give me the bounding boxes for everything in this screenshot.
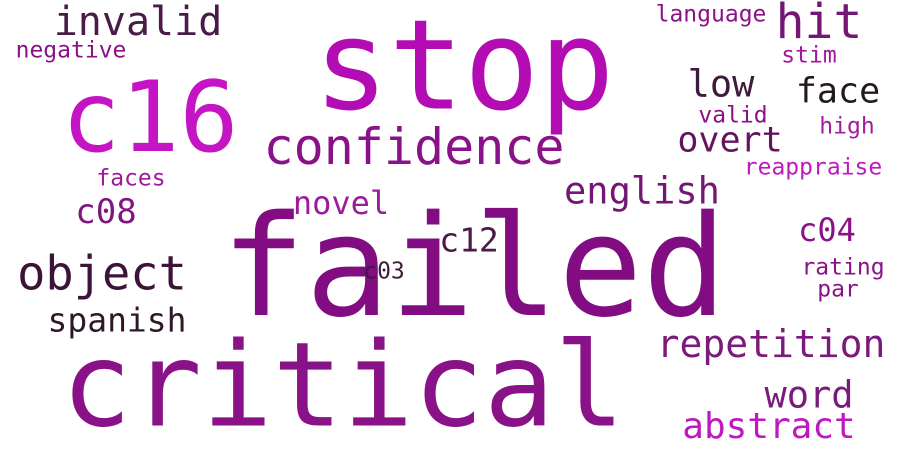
word-high: high <box>819 113 875 140</box>
word-negative: negative <box>15 37 127 64</box>
word-invalid: invalid <box>53 0 223 45</box>
word-novel: novel <box>292 184 390 222</box>
word-confidence: confidence <box>263 118 565 176</box>
word-c16: c16 <box>61 61 239 175</box>
word-low: low <box>687 62 755 106</box>
word-stim: stim <box>781 42 837 69</box>
word-critical: critical <box>61 316 625 450</box>
word-failed: failed <box>221 186 727 349</box>
word-english: english <box>564 169 720 213</box>
word-faces: faces <box>96 165 166 192</box>
word-spanish: spanish <box>47 300 187 340</box>
word-hit: hit <box>775 0 863 50</box>
word-c04: c04 <box>798 211 856 249</box>
word-c08: c08 <box>75 192 137 232</box>
word-repetition: repetition <box>656 322 886 366</box>
word-object: object <box>17 246 187 302</box>
word-par: par <box>817 276 859 303</box>
word-abstract: abstract <box>682 406 856 447</box>
word-face: face <box>795 71 881 112</box>
word-overt: overt <box>677 120 783 161</box>
word-rating: rating <box>801 254 885 281</box>
word-stop: stop <box>313 0 615 139</box>
word-word: word <box>764 373 854 417</box>
word-reappraise: reappraise <box>743 154 883 181</box>
word-language: language <box>655 1 767 28</box>
word-c12: c12 <box>439 220 499 260</box>
word-valid: valid <box>698 102 768 129</box>
word-c03: c03 <box>363 258 405 285</box>
